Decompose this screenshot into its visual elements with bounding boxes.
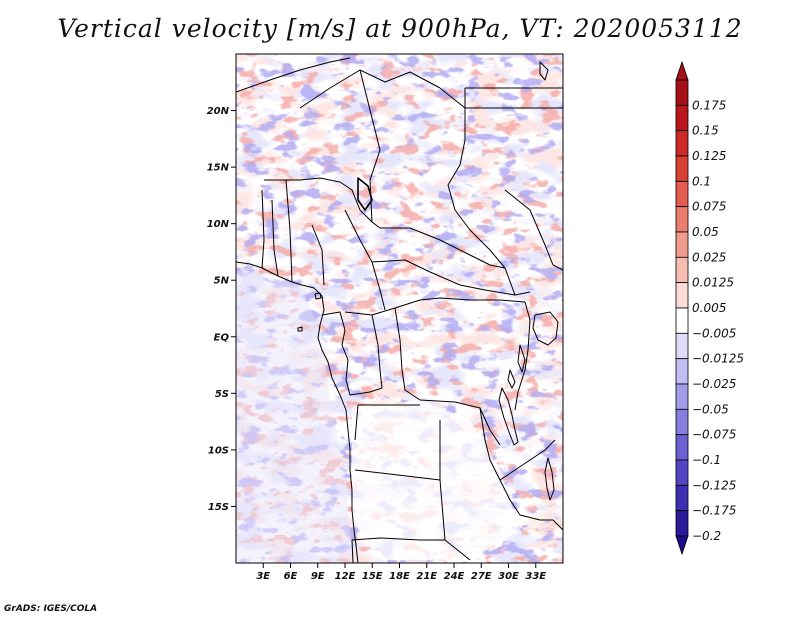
vertical-velocity-field — [236, 54, 563, 563]
colorbar-swatch — [675, 79, 689, 106]
lat-tick-label: EQ — [214, 332, 230, 343]
colorbar-label: −0.075 — [692, 428, 736, 442]
colorbar-label: 0.025 — [692, 250, 726, 264]
colorbar-swatch — [675, 130, 689, 157]
lon-tick-label: 27E — [471, 571, 492, 582]
colorbar: 0.175 0.15 0.125 0.1 0.075 0.05 0.025 0.0125 0.0… — [675, 60, 744, 556]
colorbar-label: 0.175 — [692, 98, 726, 112]
colorbar-swatch — [675, 256, 689, 284]
colorbar-swatch — [675, 231, 689, 258]
colorbar-swatch — [675, 307, 689, 334]
colorbar-label: 0.15 — [692, 124, 719, 138]
colorbar-swatch — [675, 459, 689, 486]
colorbar-swatch — [675, 358, 689, 385]
colorbar-label: 0.0125 — [692, 276, 734, 290]
lat-tick-label: 15S — [208, 502, 229, 513]
lat-tick-label: 10S — [208, 445, 229, 456]
lon-tick-label: 18E — [389, 571, 410, 582]
colorbar-label: 0.005 — [692, 301, 726, 315]
longitude-axis: 3E 6E 9E 12E 15E 18E 21E 24E 27E 30E 33E — [256, 563, 546, 582]
lon-tick-label: 12E — [335, 571, 356, 582]
colorbar-label: −0.0125 — [692, 352, 744, 366]
colorbar-swatch — [675, 180, 689, 208]
lat-tick-label: 5N — [214, 276, 230, 287]
colorbar-label: −0.2 — [692, 529, 721, 543]
lat-tick-label: 5S — [215, 389, 229, 400]
colorbar-swatch — [675, 155, 689, 182]
lon-tick-label: 15E — [362, 571, 383, 582]
colorbar-label: 0.1 — [692, 174, 711, 188]
lat-tick-label: 20N — [207, 106, 230, 117]
lat-tick-label: 10N — [207, 219, 230, 230]
lat-tick-label: 15N — [207, 163, 230, 174]
lon-tick-label: 9E — [311, 571, 325, 582]
lon-tick-label: 6E — [284, 571, 298, 582]
colorbar-top-arrow — [675, 60, 689, 81]
colorbar-label: −0.1 — [692, 453, 721, 467]
colorbar-swatch — [675, 104, 689, 132]
colorbar-label: −0.175 — [692, 504, 736, 518]
colorbar-swatch — [675, 434, 689, 461]
colorbar-label: −0.005 — [692, 326, 736, 340]
colorbar-swatch — [675, 408, 689, 436]
colorbar-bottom-arrow — [675, 535, 689, 556]
coastlines-and-borders — [236, 57, 563, 563]
colorbar-label: 0.05 — [692, 225, 719, 239]
colorbar-swatch — [675, 383, 689, 410]
latitude-axis: 20N 15N 10N 5N EQ 5S 10S 15S — [207, 106, 236, 513]
colorbar-label: −0.125 — [692, 478, 736, 492]
colorbar-swatch — [675, 510, 689, 537]
credit-label: GrADS: IGES/COLA — [4, 604, 98, 614]
map-title: Vertical velocity [m/s] at 900hPa, VT: 2… — [57, 14, 743, 43]
lon-tick-label: 30E — [498, 571, 519, 582]
colorbar-label: 0.125 — [692, 149, 726, 163]
lon-tick-label: 33E — [525, 571, 546, 582]
colorbar-label: 0.075 — [692, 200, 726, 214]
lon-tick-label: 3E — [256, 571, 270, 582]
lon-tick-label: 24E — [444, 571, 465, 582]
colorbar-label: −0.05 — [692, 402, 729, 416]
lon-tick-label: 21E — [416, 571, 437, 582]
colorbar-swatch — [675, 282, 689, 309]
colorbar-swatch — [675, 332, 689, 360]
colorbar-label: −0.025 — [692, 377, 736, 391]
colorbar-swatch — [675, 484, 689, 512]
colorbar-swatch — [675, 206, 689, 233]
